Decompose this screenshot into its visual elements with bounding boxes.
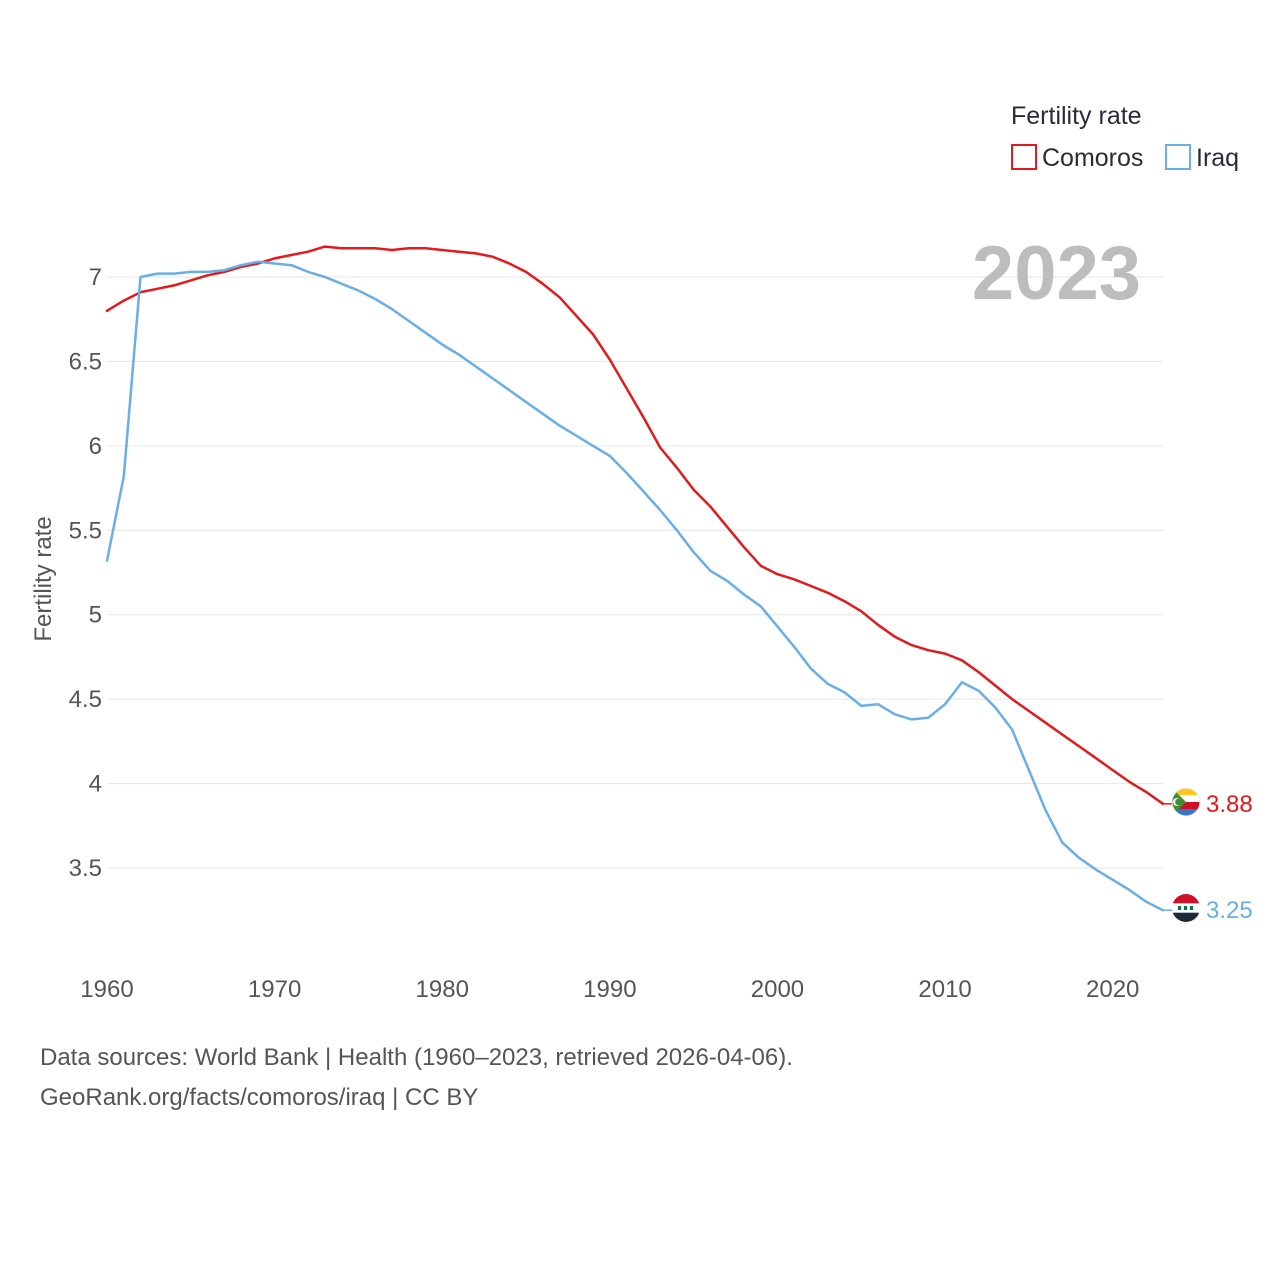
x-tick-label: 2010: [918, 976, 971, 1003]
y-axis-ticks: 3.5 4 4.5 5 5.5 6 6.5 7: [69, 264, 102, 882]
y-tick-label: 4: [89, 771, 102, 798]
iraq-flag-icon: [1172, 894, 1200, 922]
series-line-iraq[interactable]: [105, 260, 1165, 912]
series-line-comoros[interactable]: [105, 245, 1165, 806]
legend-label-iraq: Iraq: [1196, 144, 1239, 172]
footer-attribution[interactable]: GeoRank.org/facts/comoros/iraq | CC BY: [40, 1084, 479, 1111]
y-tick-label: 6: [89, 433, 102, 460]
x-tick-label: 1990: [583, 976, 636, 1003]
x-tick-label: 1980: [416, 976, 469, 1003]
end-label-comoros: 3.88: [1206, 791, 1253, 818]
end-markers: [1171, 787, 1201, 922]
y-tick-label: 4.5: [69, 686, 102, 713]
footer-sources: Data sources: World Bank | Health (1960–…: [40, 1044, 793, 1071]
comoros-flag-icon: [1171, 787, 1201, 817]
legend: Fertility rate Comoros Iraq: [1011, 102, 1239, 172]
y-tick-label: 5.5: [69, 517, 102, 544]
end-labels: 3.88 3.25: [1206, 791, 1253, 924]
x-tick-label: 1960: [80, 976, 133, 1003]
y-tick-label: 3.5: [69, 855, 102, 882]
x-tick-label: 2020: [1086, 976, 1139, 1003]
x-axis-ticks: 1960 1970 1980 1990 2000 2010 2020: [80, 976, 1139, 1003]
legend-item-iraq[interactable]: Iraq: [1165, 144, 1239, 172]
y-tick-label: 6.5: [69, 348, 102, 375]
grid-lines: [107, 276, 1163, 869]
legend-label-comoros: Comoros: [1042, 144, 1143, 172]
y-tick-label: 7: [89, 264, 102, 291]
legend-item-comoros[interactable]: Comoros: [1011, 144, 1143, 172]
legend-swatch-iraq: [1165, 144, 1191, 170]
legend-title: Fertility rate: [1011, 102, 1142, 130]
y-tick-label: 5: [89, 602, 102, 629]
series-lines: [105, 245, 1173, 912]
y-axis-title: Fertility rate: [30, 516, 57, 641]
current-year-label: 2023: [972, 231, 1141, 316]
x-tick-label: 1970: [248, 976, 301, 1003]
legend-swatch-comoros: [1011, 144, 1037, 170]
x-tick-label: 2000: [751, 976, 804, 1003]
end-label-iraq: 3.25: [1206, 897, 1253, 924]
